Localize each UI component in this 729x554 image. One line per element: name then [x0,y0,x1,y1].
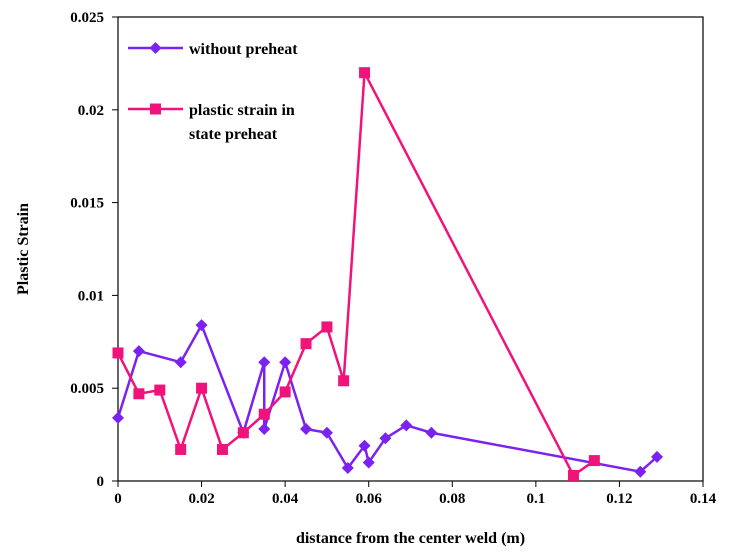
legend-label: state preheat [189,126,278,143]
data-point [341,462,354,475]
data-point [588,455,600,467]
data-point [258,408,270,420]
x-tick-label: 0.14 [690,491,717,507]
data-point [237,427,249,439]
y-tick-label: 0.01 [78,288,104,304]
plot-area [117,16,704,482]
data-point [321,321,333,333]
data-point [112,411,124,424]
data-point [175,443,187,455]
y-axis-label: Plastic Strain [15,203,32,295]
y-tick-label: 0.02 [78,103,104,119]
data-point [379,432,392,445]
data-point [279,356,292,369]
legend-item-1: without preheat [128,41,298,58]
y-tick-label: 0 [97,474,105,490]
data-point [400,419,413,432]
data-point [112,347,124,359]
data-point [651,450,664,463]
data-point [196,382,208,394]
data-point [258,423,271,436]
legend-marker [149,42,162,54]
series-layer [112,67,664,481]
data-point [358,439,371,452]
y-tick-label: 0.005 [70,381,104,397]
data-point [132,345,145,358]
axis-ticks: 0 0.02 0.04 0.06 0.08 0.1 0.12 0.14 0 0.005 0.01 0.… [70,10,716,507]
x-tick-label: 0.12 [606,491,632,507]
data-point [195,319,208,332]
data-point [359,67,371,79]
y-tick-label: 0.015 [70,196,104,212]
legend-marker [150,103,161,115]
plot-border [117,16,704,482]
data-point [320,426,333,439]
data-point [634,465,647,478]
data-point [567,469,579,481]
x-tick-label: 0.04 [272,491,299,507]
series-2 [112,67,600,481]
legend-item-2: plastic strain in state preheat [128,102,295,143]
x-tick-label: 0.1 [526,491,545,507]
data-point [216,443,228,455]
x-tick-label: 0.02 [188,491,214,507]
legend: without preheat plastic strain in state pr… [128,41,298,143]
x-tick-label: 0 [114,491,122,507]
data-point [425,426,438,439]
data-point [300,423,313,436]
data-point [154,384,166,396]
legend-label: plastic strain in [189,102,295,119]
data-point [338,375,350,387]
series-1 [112,319,664,478]
x-axis-label: distance from the center weld (m) [296,530,525,547]
data-point [279,386,291,398]
data-point [258,356,271,369]
data-point [133,388,145,400]
data-point [174,356,187,369]
x-tick-label: 0.06 [356,491,383,507]
x-tick-label: 0.08 [439,491,465,507]
legend-label: without preheat [189,41,298,58]
y-tick-label: 0.025 [70,10,104,26]
data-point [300,338,312,350]
data-point [362,456,375,469]
